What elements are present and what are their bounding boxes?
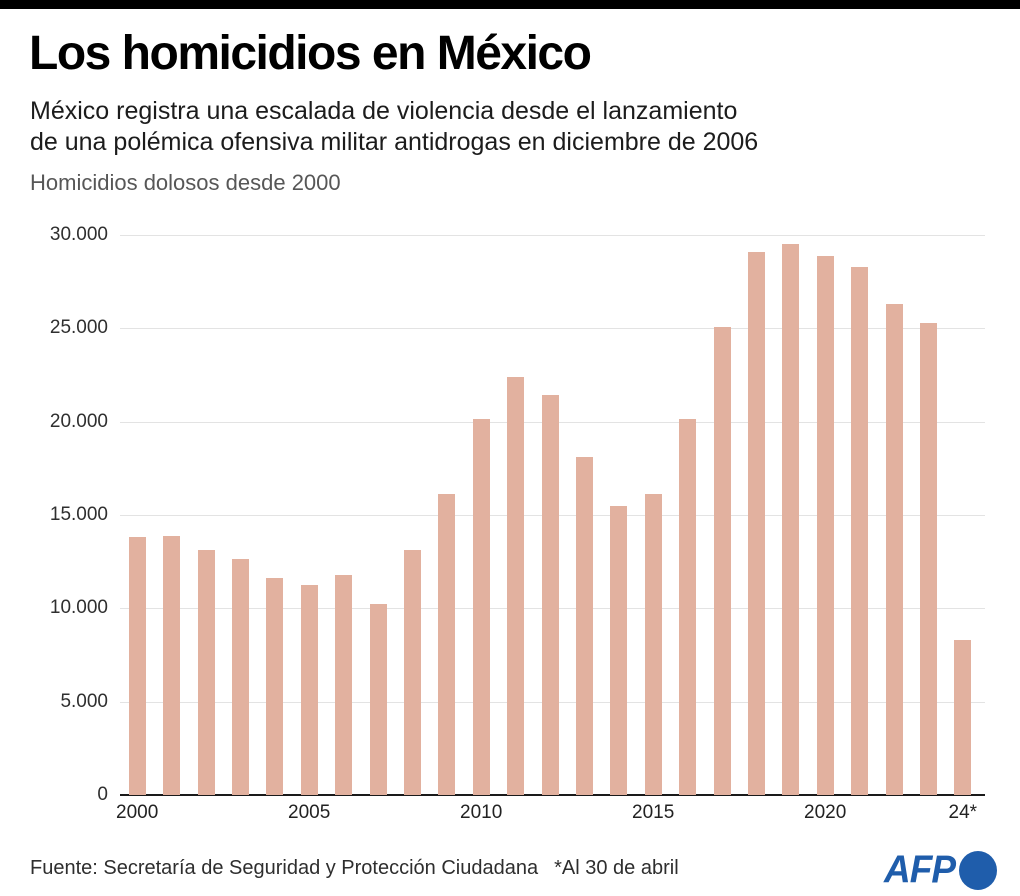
afp-logo: AFP xyxy=(884,848,997,892)
bar-2011 xyxy=(507,376,525,795)
gridline-30.000 xyxy=(120,235,985,236)
x-axis-line xyxy=(120,794,985,796)
top-black-bar xyxy=(0,0,1020,9)
x-tick-label-2005: 2005 xyxy=(288,802,331,823)
bar-2010 xyxy=(472,418,490,795)
source-line: Fuente: Secretaría de Seguridad y Protec… xyxy=(30,857,679,880)
bar-2013 xyxy=(575,457,593,795)
bar-2023 xyxy=(919,322,937,795)
bar-2007 xyxy=(369,603,387,795)
bar-2021 xyxy=(851,266,869,795)
bar-2020 xyxy=(816,256,834,795)
bar-2019 xyxy=(782,244,800,795)
y-tick-label-15.000: 15.000 xyxy=(49,504,108,525)
bar-2006 xyxy=(335,574,353,795)
bar-2008 xyxy=(403,549,421,795)
x-tick-label-2020: 2020 xyxy=(804,802,847,823)
bar-2024* xyxy=(954,640,972,795)
x-tick-label-2015: 2015 xyxy=(632,802,675,823)
bar-2017 xyxy=(713,327,731,795)
bar-2022 xyxy=(885,304,903,795)
subtitle-line-1: México registra una escalada de violenci… xyxy=(30,97,738,125)
bar-2018 xyxy=(747,251,765,795)
y-tick-label-5.000: 5.000 xyxy=(60,690,108,712)
y-tick-label-0: 0 xyxy=(97,784,108,805)
x-tick-label-2000: 2000 xyxy=(116,802,159,823)
source-text: Fuente: Secretaría de Seguridad y Protec… xyxy=(30,857,539,879)
bar-2016 xyxy=(679,418,697,795)
bar-2003 xyxy=(231,558,249,795)
bar-2015 xyxy=(644,494,662,795)
y-tick-label-20.000: 20.000 xyxy=(49,410,108,432)
bar-2009 xyxy=(438,494,456,795)
y-tick-label-10.000: 10.000 xyxy=(49,597,108,619)
subtitle-line-2: de una polémica ofensiva militar antidro… xyxy=(30,128,759,156)
afp-logo-text: AFP xyxy=(884,847,956,891)
afp-logo-circle-icon xyxy=(959,850,997,890)
bar-2014 xyxy=(610,505,628,795)
gridline-25.000 xyxy=(120,328,985,330)
chart-kicker: Homicidios dolosos desde 2000 xyxy=(30,170,341,195)
x-tick-label-2010: 2010 xyxy=(460,802,503,823)
page-title: Los homicidios en México xyxy=(29,27,592,80)
bar-2000 xyxy=(128,537,146,795)
bar-2002 xyxy=(197,549,215,795)
y-tick-label-25.000: 25.000 xyxy=(49,317,108,339)
y-tick-label-30.000: 30.000 xyxy=(49,224,108,245)
bar-2012 xyxy=(541,394,559,795)
bar-2004 xyxy=(266,577,284,795)
bar-2005 xyxy=(300,585,318,795)
footnote-text: *Al 30 de abril xyxy=(554,857,679,879)
x-tick-label-24*: 24* xyxy=(948,802,978,823)
bar-2001 xyxy=(163,536,181,795)
